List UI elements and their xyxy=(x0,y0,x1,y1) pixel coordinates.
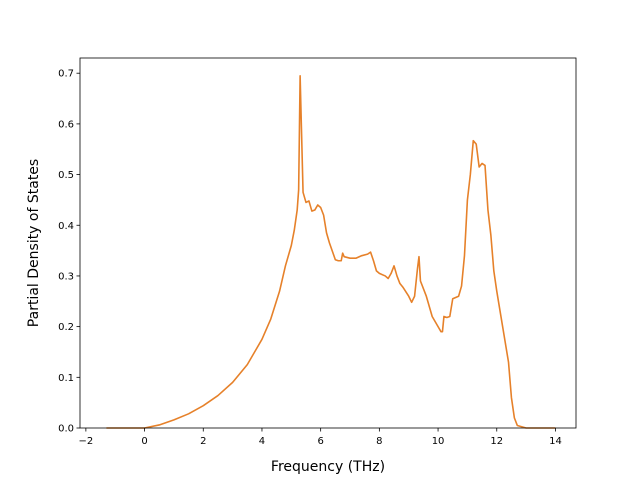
x-tick-label: 0 xyxy=(141,436,147,447)
x-tick-label: 6 xyxy=(317,436,323,447)
axes-frame xyxy=(79,57,577,429)
y-tick-label: 0.5 xyxy=(58,170,74,181)
y-tick-label: 0.2 xyxy=(58,322,74,333)
x-tick-label: 10 xyxy=(432,436,445,447)
y-axis-ticks: 0.0 0.1 0.2 0.3 0.4 0.5 0.6 0.7 xyxy=(58,69,80,435)
y-tick-label: 0.7 xyxy=(58,69,74,80)
y-tick-label: 0.6 xyxy=(58,119,74,130)
y-axis-label: Partial Density of States xyxy=(26,159,42,327)
y-tick-label: 0.0 xyxy=(58,424,74,435)
y-tick-label: 0.1 xyxy=(58,373,74,384)
x-tick-label: 4 xyxy=(259,436,265,447)
x-tick-label: 12 xyxy=(490,436,503,447)
x-tick-label: 8 xyxy=(376,436,382,447)
plot-area xyxy=(79,57,577,429)
x-axis-label: Frequency (THz) xyxy=(271,459,385,475)
x-tick-label: 14 xyxy=(549,436,562,447)
x-tick-label: 2 xyxy=(200,436,206,447)
x-tick-label: −2 xyxy=(78,436,93,447)
series-line-0 xyxy=(106,74,556,429)
y-tick-label: 0.4 xyxy=(58,221,74,232)
y-tick-label: 0.3 xyxy=(58,271,74,282)
x-axis-ticks: −2 0 2 4 6 8 10 12 14 xyxy=(78,428,562,447)
